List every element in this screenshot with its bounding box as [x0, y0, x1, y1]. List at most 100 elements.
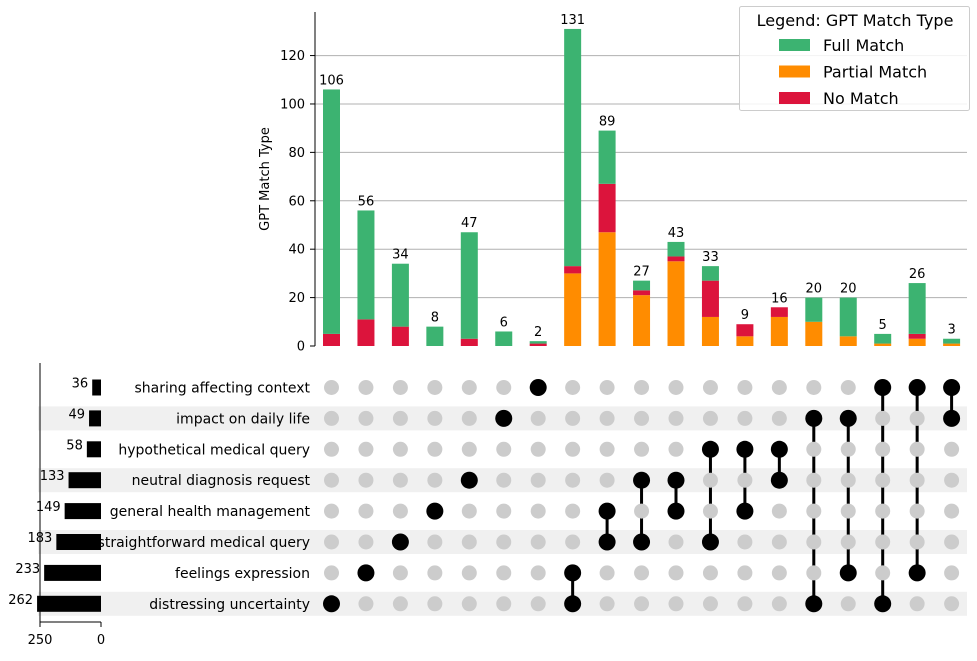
matrix-dot-inactive	[565, 472, 581, 488]
set-size-bar	[92, 379, 101, 396]
matrix-dot-inactive	[737, 410, 753, 426]
bar-segment-no-match	[667, 256, 685, 262]
bar-segment-full	[426, 326, 444, 346]
matrix-dot-inactive	[875, 503, 891, 519]
legend-swatch	[779, 92, 810, 104]
matrix-dot-inactive	[875, 472, 891, 488]
matrix-dot-inactive	[427, 565, 443, 581]
set-size-label: 262	[8, 593, 33, 608]
y-tick-label: 120	[280, 49, 305, 64]
legend-label: Full Match	[823, 36, 904, 55]
matrix-dot-inactive	[427, 472, 443, 488]
set-name-label: sharing affecting context	[135, 381, 311, 397]
matrix-dot-inactive	[565, 503, 581, 519]
bar-segment-partial	[943, 343, 961, 346]
matrix-dot-inactive	[771, 503, 787, 519]
matrix-dot-active	[736, 502, 754, 520]
bar-segment-full	[667, 241, 685, 257]
bar-segment-full	[874, 333, 892, 344]
matrix-dot-inactive	[496, 596, 512, 612]
matrix-dot-inactive	[909, 503, 925, 519]
matrix-dot-active	[839, 564, 857, 582]
bar-segment-partial	[805, 321, 823, 346]
matrix-dot-inactive	[427, 410, 443, 426]
bar-value-label: 26	[909, 267, 926, 282]
bar-segment-partial	[874, 343, 892, 346]
matrix-dot-inactive	[358, 380, 374, 395]
set-name-label: straightforward medical query	[98, 535, 310, 551]
matrix-dot-inactive	[634, 503, 650, 519]
matrix-dot-active	[357, 564, 375, 582]
bar-value-label: 6	[500, 315, 508, 330]
bar-segment-partial	[667, 261, 685, 346]
matrix-dot-inactive	[944, 472, 960, 488]
set-name-labels: sharing affecting context impact on daily…	[98, 381, 311, 613]
matrix-dot-inactive	[771, 380, 787, 395]
matrix-dot-inactive	[324, 565, 339, 581]
matrix-dot-inactive	[392, 565, 408, 581]
matrix-dot-active	[770, 471, 788, 489]
matrix-dot-inactive	[944, 534, 960, 550]
matrix-dot-active	[460, 471, 478, 489]
matrix-dot-inactive	[737, 596, 753, 612]
matrix-dot-inactive	[806, 441, 822, 457]
matrix-dot-inactive	[840, 596, 856, 612]
matrix-dot-inactive	[944, 565, 960, 581]
matrix-dot-inactive	[392, 380, 408, 395]
matrix-dot-inactive	[358, 441, 374, 457]
set-name-label: feelings expression	[175, 566, 310, 582]
set-name-label: neutral diagnosis request	[132, 473, 311, 489]
matrix-dot-inactive	[392, 441, 408, 457]
matrix-dot-inactive	[599, 441, 615, 457]
matrix-dot-inactive	[668, 410, 684, 426]
bar-value-label: 27	[633, 265, 650, 280]
matrix-dot-inactive	[358, 534, 374, 550]
bar-value-label: 47	[461, 216, 478, 231]
matrix-dot-active	[943, 409, 961, 427]
bar-value-label: 106	[319, 73, 344, 88]
bar-segment-full	[564, 28, 582, 267]
matrix-dot-active	[633, 471, 651, 489]
bar-segment-no-match	[908, 333, 926, 339]
matrix-dot-inactive	[668, 596, 684, 612]
bar-segment-partial	[701, 316, 719, 346]
matrix-dot-inactive	[565, 380, 581, 395]
bar-value-label: 2	[534, 325, 542, 340]
set-size-tick-label: 250	[28, 633, 53, 648]
matrix-dot-inactive	[392, 596, 408, 612]
bar-segment-no-match	[357, 319, 375, 346]
matrix-dot-active	[736, 440, 754, 458]
legend-frame	[739, 6, 970, 111]
set-size-bar	[89, 410, 101, 427]
matrix-dot-inactive	[392, 472, 408, 488]
matrix-dot-inactive	[461, 380, 477, 395]
set-size-label: 49	[68, 407, 85, 422]
bar-value-label: 20	[840, 282, 857, 297]
bar-segment-no-match	[598, 183, 616, 233]
matrix-dot-inactive	[530, 596, 546, 612]
matrix-dot-active	[943, 379, 961, 396]
bar-segment-partial	[908, 338, 926, 346]
set-size-label: 233	[15, 562, 40, 577]
matrix-dot-inactive	[530, 534, 546, 550]
matrix-dot-inactive	[358, 503, 374, 519]
set-name-label: hypothetical medical query	[118, 442, 310, 458]
set-size-bar	[68, 472, 101, 489]
intersection-matrix	[323, 379, 961, 613]
matrix-dot-active	[839, 409, 857, 427]
matrix-dot-active	[908, 379, 926, 396]
bar-segment-full	[701, 266, 719, 281]
matrix-dot-inactive	[806, 534, 822, 550]
bar-segment-full	[460, 232, 478, 339]
matrix-dot-inactive	[634, 596, 650, 612]
matrix-dot-inactive	[427, 441, 443, 457]
set-size-axis: 250 0	[28, 363, 105, 648]
matrix-dot-inactive	[737, 472, 753, 488]
matrix-dot-inactive	[565, 441, 581, 457]
matrix-dot-active	[529, 379, 547, 396]
bar-segment-no-match	[633, 290, 651, 296]
set-size-bar	[86, 441, 101, 458]
matrix-dot-inactive	[771, 534, 787, 550]
